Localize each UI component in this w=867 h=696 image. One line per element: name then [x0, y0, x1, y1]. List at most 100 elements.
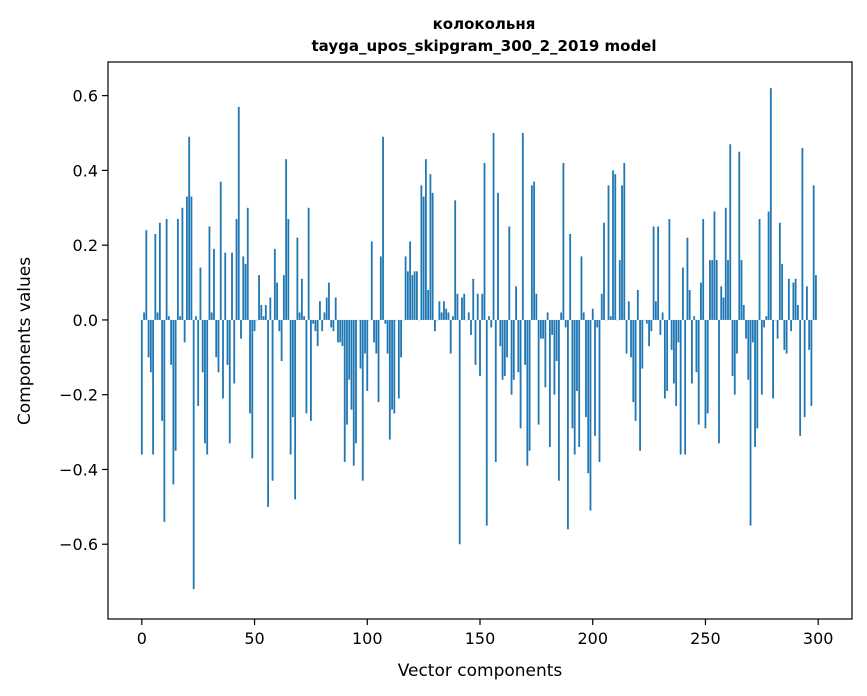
bar-129 — [431, 192, 434, 320]
bar-23 — [192, 319, 195, 590]
bar-192 — [573, 319, 576, 455]
bar-105 — [377, 319, 380, 403]
bar-270 — [749, 319, 752, 526]
bar-111 — [391, 319, 393, 410]
bar-76 — [312, 319, 315, 324]
bar-70 — [298, 312, 301, 320]
bar-267 — [742, 304, 745, 320]
bar-231 — [661, 312, 664, 320]
bar-204 — [600, 293, 603, 320]
bar-55 — [264, 304, 267, 320]
bar-220 — [636, 290, 639, 320]
bar-49 — [251, 319, 254, 459]
bar-245 — [693, 316, 696, 320]
bar-69 — [296, 237, 299, 320]
bar-276 — [763, 319, 765, 328]
bar-279 — [769, 88, 772, 320]
bar-196 — [582, 312, 585, 320]
bar-226 — [650, 319, 653, 332]
bar-33 — [215, 319, 218, 358]
bar-195 — [580, 256, 583, 320]
bar-13 — [170, 319, 173, 365]
bar-203 — [598, 319, 601, 462]
bar-121 — [413, 271, 416, 320]
bar-222 — [641, 319, 644, 369]
bar-265 — [738, 151, 741, 320]
bar-242 — [686, 237, 689, 320]
bar-136 — [447, 312, 450, 320]
bar-173 — [530, 185, 533, 320]
bar-199 — [589, 319, 592, 511]
bar-68 — [294, 319, 297, 500]
bar-27 — [201, 319, 204, 373]
bar-225 — [648, 319, 650, 347]
bar-71 — [300, 278, 303, 320]
bar-40 — [231, 252, 233, 320]
y-tick-label: −0.6 — [59, 535, 98, 554]
bar-65 — [287, 219, 290, 320]
bar-0 — [140, 319, 143, 455]
bar-248 — [700, 282, 702, 320]
bar-102 — [370, 241, 373, 320]
bar-18 — [181, 207, 184, 320]
bar-249 — [702, 219, 705, 320]
y-axis-ticks: −0.6 −0.4 −0.2 0.0 0.2 0.4 0.6 — [59, 87, 108, 554]
bar-63 — [282, 275, 285, 320]
bar-162 — [506, 319, 508, 358]
bar-214 — [623, 162, 626, 320]
bar-184 — [555, 319, 558, 362]
bar-234 — [668, 219, 671, 320]
bar-269 — [747, 319, 750, 380]
x-axis-label: Vector components — [398, 661, 563, 681]
y-tick-label: −0.4 — [59, 460, 98, 479]
bar-122 — [415, 271, 418, 320]
bar-291 — [796, 304, 799, 320]
bar-255 — [715, 260, 718, 320]
bar-25 — [197, 319, 200, 406]
bar-138 — [452, 316, 454, 320]
bar-109 — [386, 319, 389, 354]
bar-34 — [217, 319, 220, 373]
bar-257 — [720, 286, 723, 320]
x-axis-ticks: 0 50 100 150 200 250 300 — [137, 619, 833, 648]
bar-152 — [483, 162, 486, 320]
bar-47 — [246, 207, 249, 320]
bar-145 — [467, 312, 470, 320]
bar-277 — [765, 316, 768, 320]
bar-128 — [429, 174, 432, 320]
bar-246 — [695, 319, 698, 373]
bar-210 — [614, 174, 617, 320]
bar-197 — [585, 319, 587, 418]
bar-147 — [472, 278, 475, 320]
chart-subtitle: tayga_upos_skipgram_300_2_2019 model — [312, 37, 657, 55]
bar-219 — [634, 319, 637, 421]
bar-80 — [321, 319, 324, 332]
bar-287 — [787, 278, 790, 320]
bar-288 — [790, 319, 793, 332]
bar-135 — [445, 308, 448, 320]
bar-100 — [366, 319, 369, 391]
bar-58 — [271, 319, 274, 481]
bar-126 — [424, 159, 427, 320]
bar-278 — [767, 211, 770, 320]
bar-117 — [404, 256, 407, 320]
bar-85 — [332, 319, 335, 332]
bar-247 — [697, 319, 700, 425]
bar-200 — [591, 308, 594, 320]
bar-235 — [670, 319, 673, 350]
bar-263 — [733, 319, 736, 395]
plot-frame — [107, 61, 853, 620]
chart-title: колокольня — [433, 15, 536, 33]
bar-5 — [152, 319, 154, 455]
bars-group — [140, 88, 817, 590]
y-tick-label: 0.4 — [73, 161, 98, 180]
bar-92 — [348, 319, 351, 380]
bar-91 — [346, 319, 348, 425]
bar-190 — [569, 233, 572, 320]
bar-90 — [343, 319, 346, 462]
bar-188 — [564, 319, 567, 328]
bar-35 — [219, 181, 222, 320]
bar-72 — [303, 316, 306, 320]
bar-41 — [233, 319, 236, 384]
bar-285 — [783, 319, 786, 350]
